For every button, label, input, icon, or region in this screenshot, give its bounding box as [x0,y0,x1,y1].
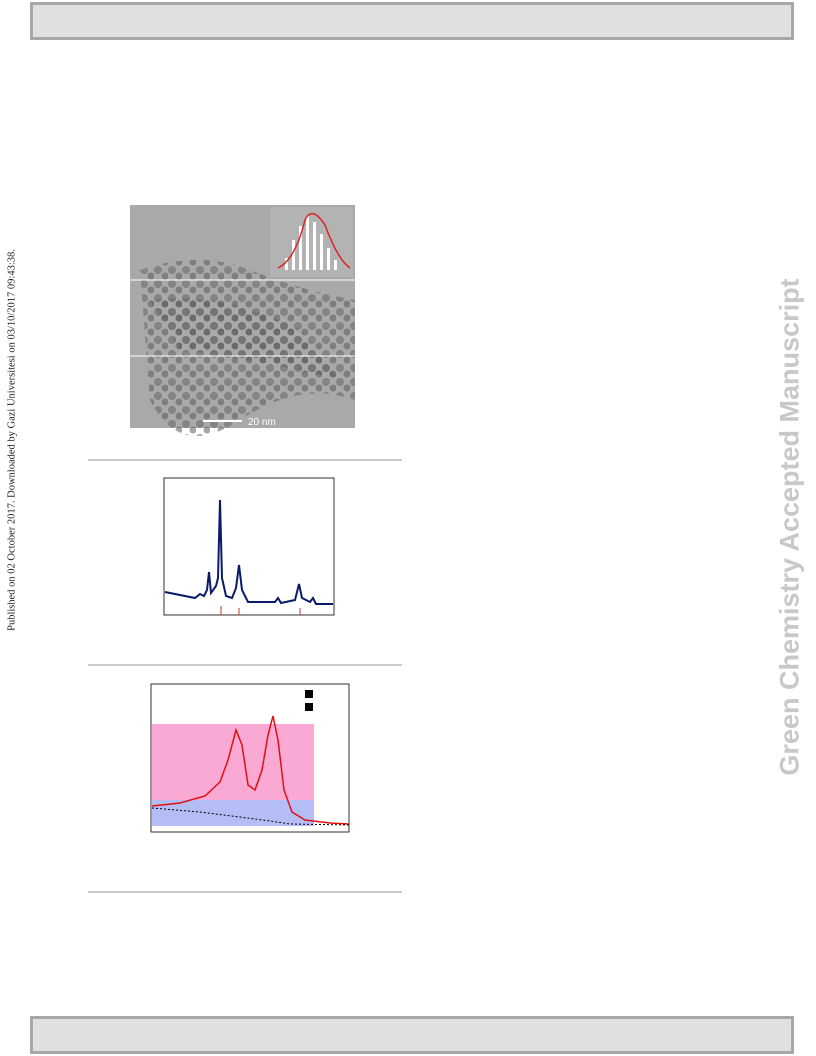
header-bar [30,2,794,40]
spectrum-panel [150,683,350,833]
xrd-panel [163,477,335,616]
scale-bar-label: 20 nm [248,417,276,428]
footer-bar [30,1016,794,1054]
tem-image: 20 nm [130,205,355,436]
